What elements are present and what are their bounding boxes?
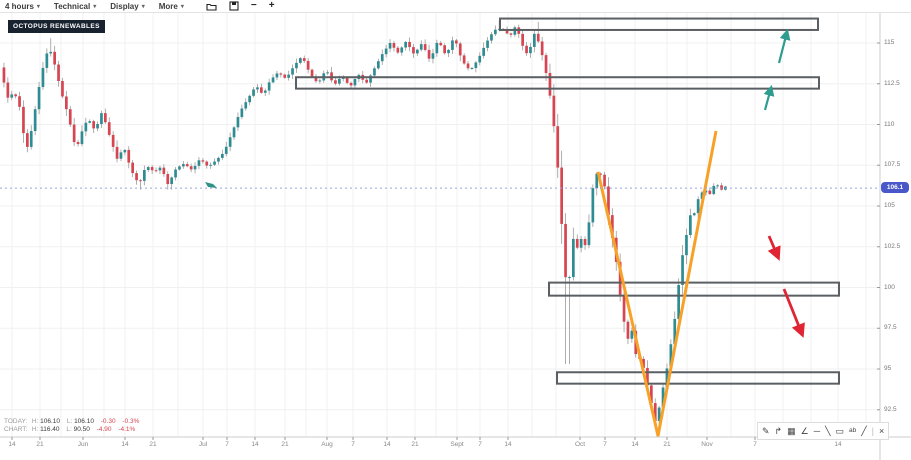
price-axis-label: 105 (884, 202, 895, 209)
time-axis-label: 21 (149, 441, 157, 448)
timeframe-dropdown[interactable]: 4 hours ▾ (5, 2, 40, 11)
time-axis-label: 14 (8, 441, 16, 448)
zoom-in-button[interactable]: + (268, 0, 275, 11)
time-axis-label: Jul (198, 441, 208, 448)
time-axis-label: 7 (478, 441, 482, 448)
time-axis-label: 14 (504, 441, 512, 448)
candlestick-series (2, 20, 727, 436)
chevron-down-icon: ▾ (141, 3, 145, 10)
chevron-down-icon: ▾ (180, 3, 184, 10)
technical-dropdown[interactable]: Technical ▾ (53, 1, 97, 11)
up-arrow-2[interactable] (763, 84, 775, 111)
time-axis-label: Jun (77, 441, 89, 448)
close-icon[interactable]: × (879, 426, 885, 436)
price-axis-label: 115 (884, 39, 895, 46)
price-axis-label: 100 (884, 283, 895, 291)
folder-icon[interactable] (206, 2, 217, 11)
drawing-toolbar: ✎ ↱ ▦ ∠ ─ ╲ ▭ ab ╱ | × (757, 422, 890, 440)
v-trendline[interactable] (596, 130, 718, 437)
price-axis-label: 95 (884, 365, 892, 372)
time-axis-label: 14 (834, 441, 842, 448)
rectangle-tool-icon[interactable]: ▭ (835, 426, 845, 436)
time-axis-label: 21 (411, 441, 419, 448)
price-axis-label: 107.5 (884, 161, 901, 169)
top-toolbar: 4 hours ▾ Technical ▾ Display ▾ More ▾ −… (0, 0, 911, 13)
display-dropdown[interactable]: Display ▾ (110, 1, 145, 11)
timeframe-label: 4 hours (5, 1, 34, 11)
time-axis-label: 21 (281, 441, 289, 448)
time-axis-label: 21 (36, 441, 44, 448)
time-axis-label: Oct (574, 441, 586, 448)
support-resistance-rectangles (295, 17, 840, 385)
angle-icon[interactable]: ∠ (800, 426, 809, 436)
time-axis-label: 7 (753, 441, 757, 448)
time-axis-label: 7 (225, 441, 229, 448)
today-stats-row: TODAY: H: 106.10 L: 106.10 -0.30 -0.3% (4, 418, 140, 425)
chart-stats-row: CHART: H: 116.40 L: 90.50 -4.90 -4.1% (4, 426, 136, 433)
up-arrow-1[interactable] (777, 28, 791, 64)
down-arrow-2[interactable] (782, 288, 805, 338)
current-price-badge: 106.1 (881, 182, 909, 193)
ray-icon[interactable]: ╱ (861, 426, 867, 436)
down-arrow-1[interactable] (767, 235, 781, 261)
separator: | (871, 426, 875, 436)
save-icon[interactable] (229, 1, 239, 11)
time-axis-label: 14 (121, 441, 129, 448)
price-axis-label: 110 (884, 120, 895, 128)
time-axis-label: Nov (701, 441, 713, 448)
grid (0, 13, 880, 437)
time-axis-label: Aug (321, 441, 333, 448)
time-axis-label: 14 (251, 441, 259, 448)
price-stats: TODAY: H: 106.10 L: 106.10 -0.30 -0.3% C… (4, 418, 144, 434)
price-rectangle[interactable] (295, 76, 820, 90)
price-rectangle[interactable] (499, 17, 819, 31)
zoom-out-button[interactable]: − (250, 0, 257, 11)
time-axis-label: Sept (450, 441, 464, 448)
time-axis-label: 7 (351, 441, 355, 448)
price-axis-label: 112.5 (884, 79, 900, 87)
more-dropdown[interactable]: More ▾ (158, 1, 184, 11)
time-axis-label: 7 (603, 441, 607, 448)
price-axis-label: 92.5 (884, 405, 897, 413)
price-rectangle[interactable] (548, 281, 840, 297)
pencil-icon[interactable]: ✎ (762, 426, 770, 436)
symbol-badge: OCTOPUS RENEWABLES (8, 20, 105, 33)
time-axis-label: 21 (663, 441, 671, 448)
text-tool-icon[interactable]: ab (849, 427, 857, 434)
horizontal-line-icon[interactable]: ─ (813, 426, 821, 436)
grid-pattern-icon[interactable]: ▦ (787, 426, 796, 436)
time-axis-label: 14 (383, 441, 391, 448)
plot-area (0, 13, 880, 437)
price-rectangle[interactable] (556, 371, 840, 385)
flag-marker-icon[interactable] (205, 182, 217, 188)
time-axis-label: 14 (631, 441, 639, 448)
chevron-down-icon: ▾ (93, 3, 97, 10)
trend-line-icon[interactable]: ╲ (825, 426, 831, 436)
chevron-down-icon: ▾ (36, 3, 40, 10)
price-axis-label: 102.5 (884, 242, 901, 250)
elbow-line-icon[interactable]: ↱ (774, 426, 783, 436)
price-axis-label: 97.5 (884, 324, 897, 332)
